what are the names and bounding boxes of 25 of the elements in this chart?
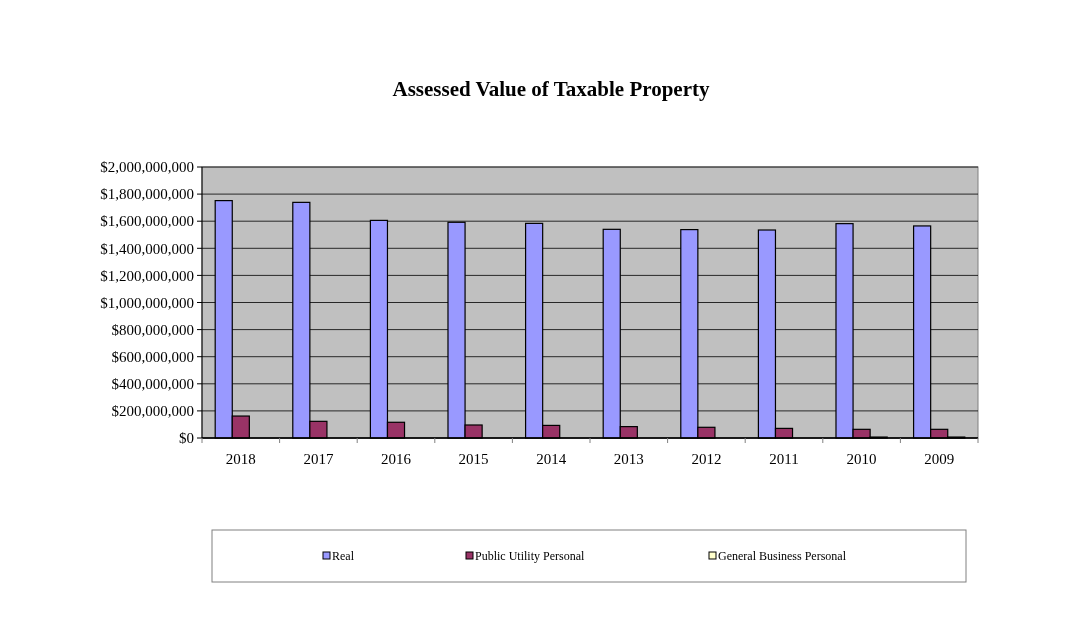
x-tick-label: 2017 [303, 451, 334, 467]
y-tick-label: $1,600,000,000 [100, 213, 194, 230]
y-tick-label: $1,400,000,000 [100, 240, 194, 257]
y-tick-label: $0 [179, 430, 194, 447]
x-tick-label: 2014 [536, 451, 567, 467]
legend-label: Public Utility Personal [475, 549, 585, 563]
legend-label: Real [332, 549, 355, 563]
chart-title: Assessed Value of Taxable Property [392, 77, 710, 101]
y-tick-label: $800,000,000 [111, 321, 194, 338]
x-tick-label: 2016 [381, 451, 412, 467]
y-tick-label: $400,000,000 [111, 376, 194, 393]
y-tick-label: $1,800,000,000 [100, 186, 194, 203]
x-tick-label: 2018 [225, 451, 256, 467]
x-tick-label: 2010 [846, 451, 877, 467]
x-tick-label: 2011 [769, 451, 799, 467]
y-tick-label: $1,000,000,000 [100, 294, 194, 311]
y-tick-label: $1,200,000,000 [100, 267, 194, 284]
y-tick-label: $200,000,000 [111, 403, 194, 420]
y-tick-label: $2,000,000,000 [100, 159, 194, 176]
y-tick-label: $600,000,000 [111, 348, 194, 365]
x-tick-label: 2015 [458, 451, 489, 467]
x-tick-label: 2009 [924, 451, 955, 467]
x-tick-label: 2012 [691, 451, 722, 467]
x-tick-label: 2013 [613, 451, 644, 467]
legend-label: General Business Personal [718, 549, 847, 563]
